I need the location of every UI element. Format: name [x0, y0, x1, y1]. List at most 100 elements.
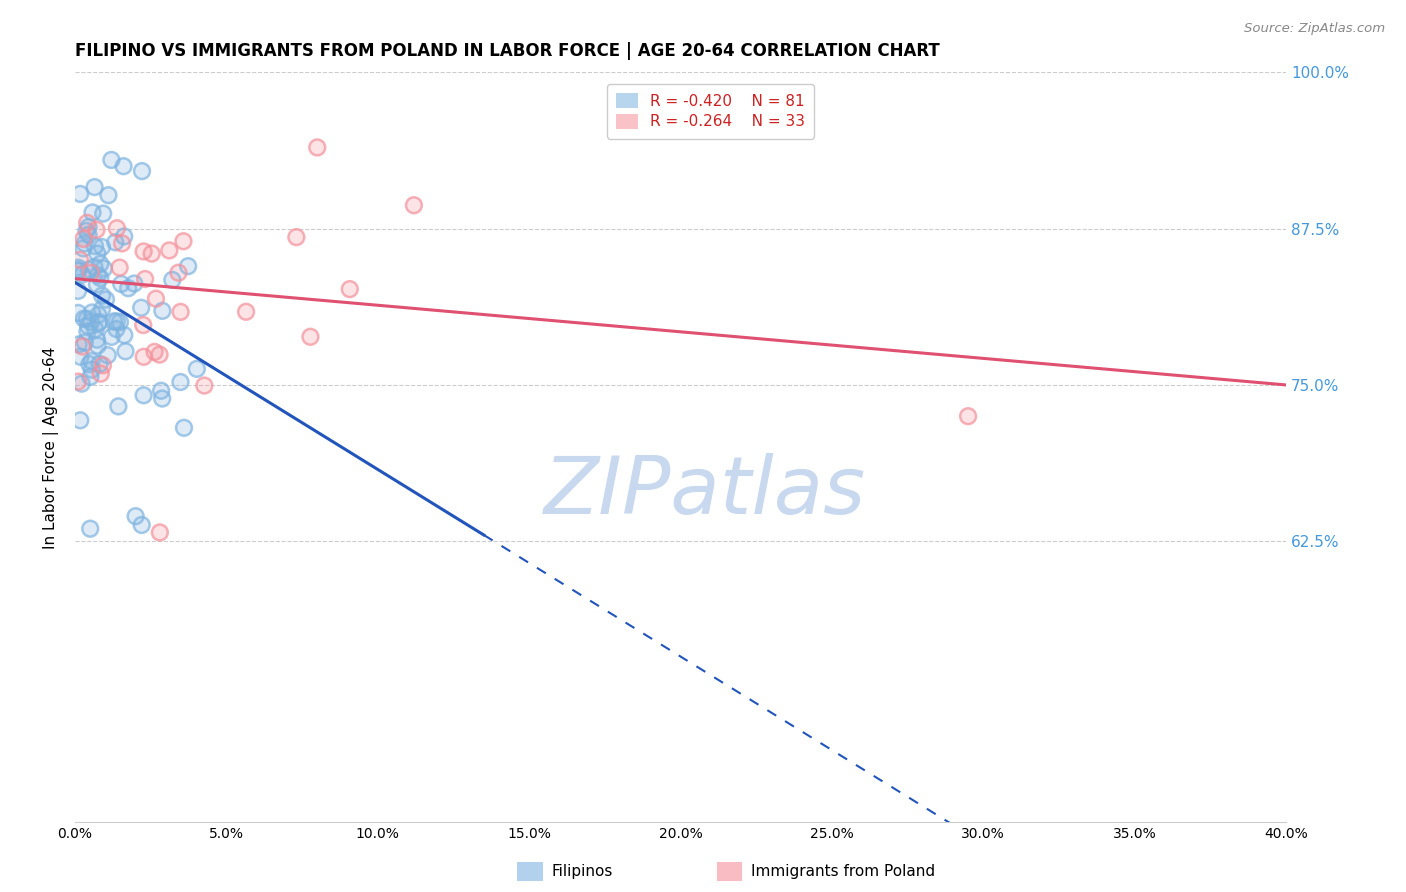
Point	[91, 288, 114, 302]
Point	[83, 180, 105, 194]
Point	[86, 338, 108, 352]
Text: ZIPatlas: ZIPatlas	[544, 453, 866, 532]
Point	[73, 311, 96, 326]
Point	[72, 232, 94, 246]
Point	[69, 350, 91, 364]
Point	[72, 339, 94, 353]
Point	[145, 292, 167, 306]
Point	[67, 375, 90, 389]
Point	[112, 159, 135, 173]
Point	[86, 223, 108, 237]
Point	[67, 306, 90, 320]
Point	[77, 318, 100, 333]
Point	[73, 335, 96, 350]
Point	[76, 216, 98, 230]
Point	[89, 271, 111, 285]
Point	[89, 257, 111, 271]
Point	[111, 236, 134, 251]
Point	[104, 235, 127, 250]
Point	[80, 305, 103, 319]
Point	[149, 525, 172, 540]
Point	[87, 316, 110, 330]
Point	[285, 230, 308, 244]
Point	[957, 409, 980, 424]
Point	[103, 314, 125, 328]
Point	[67, 264, 90, 278]
Point	[91, 206, 114, 220]
Point	[145, 292, 167, 306]
Point	[299, 330, 322, 344]
Point	[72, 242, 94, 256]
Point	[108, 315, 131, 329]
Point	[129, 301, 152, 315]
Point	[339, 282, 361, 296]
Point	[173, 421, 195, 435]
Point	[83, 260, 105, 274]
Point	[89, 271, 111, 285]
Point	[73, 311, 96, 326]
Point	[132, 388, 155, 402]
Point	[122, 277, 145, 291]
Text: Immigrants from Poland: Immigrants from Poland	[751, 864, 935, 879]
Point	[107, 400, 129, 414]
Point	[84, 239, 107, 253]
Point	[67, 284, 90, 298]
Point	[89, 257, 111, 271]
Point	[124, 509, 146, 524]
Point	[132, 244, 155, 259]
Point	[87, 308, 110, 322]
Point	[87, 268, 110, 283]
Point	[91, 302, 114, 317]
Point	[100, 330, 122, 344]
Point	[100, 330, 122, 344]
Point	[89, 315, 111, 329]
Y-axis label: In Labor Force | Age 20-64: In Labor Force | Age 20-64	[44, 346, 59, 549]
Point	[167, 266, 190, 280]
Point	[112, 229, 135, 244]
Point	[67, 284, 90, 298]
Point	[122, 277, 145, 291]
Point	[117, 281, 139, 295]
Point	[105, 221, 128, 235]
Point	[77, 227, 100, 242]
Point	[94, 293, 117, 307]
Point	[129, 301, 152, 315]
Point	[108, 260, 131, 275]
Point	[172, 234, 194, 248]
Point	[67, 263, 90, 277]
Point	[402, 198, 425, 212]
Point	[103, 314, 125, 328]
Point	[177, 259, 200, 273]
Point	[91, 288, 114, 302]
Point	[79, 370, 101, 384]
Point	[167, 266, 190, 280]
Text: Filipinos: Filipinos	[551, 864, 613, 879]
Point	[157, 244, 180, 258]
Point	[97, 348, 120, 362]
Point	[90, 367, 112, 381]
Point	[107, 400, 129, 414]
Point	[97, 188, 120, 202]
Point	[193, 378, 215, 392]
Point	[89, 357, 111, 371]
Point	[149, 525, 172, 540]
Point	[86, 223, 108, 237]
Point	[72, 268, 94, 282]
Point	[110, 277, 132, 291]
Point	[114, 344, 136, 359]
Point	[150, 392, 173, 406]
Point	[79, 522, 101, 536]
Point	[108, 260, 131, 275]
Legend: R = -0.420    N = 81, R = -0.264    N = 33: R = -0.420 N = 81, R = -0.264 N = 33	[607, 84, 814, 138]
Point	[132, 244, 155, 259]
Point	[69, 413, 91, 427]
Point	[86, 277, 108, 292]
Point	[80, 266, 103, 280]
Point	[91, 359, 114, 373]
Point	[134, 272, 156, 286]
Point	[93, 261, 115, 276]
Point	[80, 362, 103, 376]
Point	[339, 282, 361, 296]
Point	[97, 188, 120, 202]
Point	[69, 186, 91, 201]
